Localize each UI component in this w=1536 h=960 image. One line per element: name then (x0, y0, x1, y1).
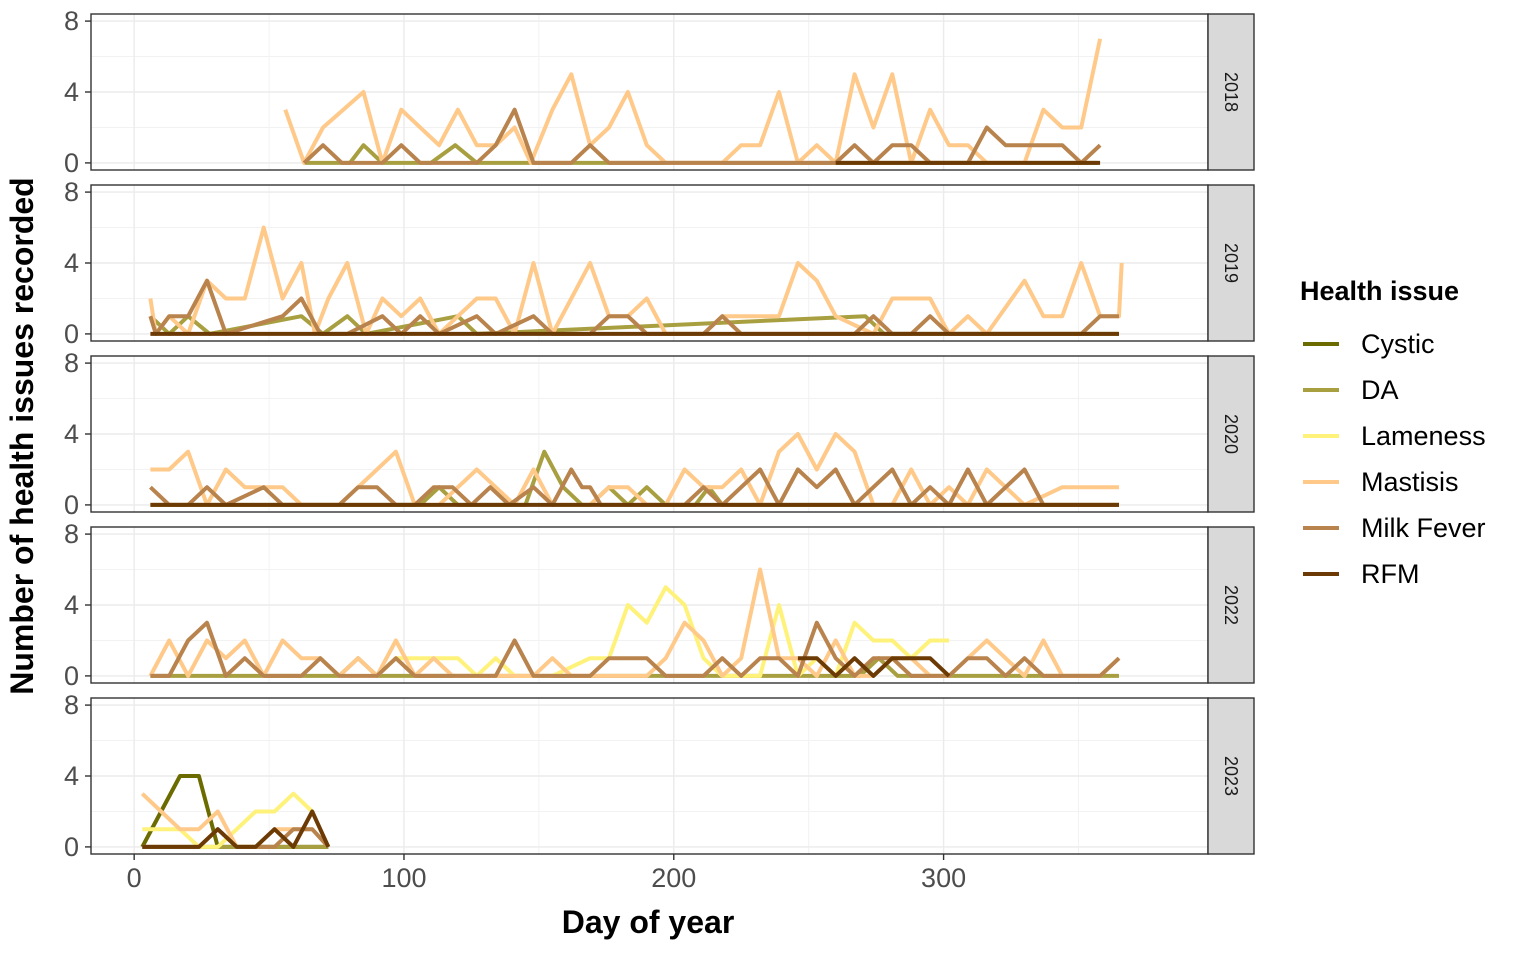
facet-strip-label: 2019 (1221, 243, 1241, 283)
y-tick-label: 0 (64, 661, 79, 691)
y-tick-label: 4 (64, 77, 79, 107)
x-tick-label: 100 (381, 863, 426, 893)
y-tick-label: 0 (64, 832, 79, 862)
series-line-mastisis (148, 225, 1124, 336)
panel-2018: 2018 0 4 8 (64, 6, 1255, 178)
facet-strip-label: 2023 (1221, 756, 1241, 796)
legend-label: DA (1361, 375, 1399, 405)
facet-strip-label: 2018 (1221, 72, 1241, 112)
legend-item-mastisis: Mastisis (1303, 467, 1459, 497)
legend-item-rfm: RFM (1303, 559, 1419, 589)
panel-2019: 2019 0 4 8 (64, 177, 1255, 349)
series-line-rfm (797, 656, 951, 678)
y-tick-label: 8 (64, 519, 79, 549)
panel-2020: 2020 0 4 8 (64, 348, 1255, 520)
y-tick-label: 4 (64, 419, 79, 449)
y-tick-label: 0 (64, 148, 79, 178)
facet-strip (1207, 697, 1255, 855)
x-axis-title: Day of year (562, 904, 735, 940)
facet-strip-label: 2022 (1221, 585, 1241, 625)
x-tick-label: 300 (921, 863, 966, 893)
legend: Health issue Cystic DA Lameness Mastisis Mil… (1300, 276, 1486, 589)
series-line-rfm (142, 809, 331, 849)
series-line-milk-fever (302, 107, 1102, 165)
panel-2022: 2022 0 4 8 (64, 519, 1255, 691)
legend-item-cystic: Cystic (1303, 329, 1435, 359)
facet-strip-label: 2020 (1221, 414, 1241, 454)
panel-2023: 2023 0 4 8 (64, 690, 1255, 862)
facet-strip (1207, 355, 1255, 513)
facet-strip (1207, 526, 1255, 684)
y-tick-label: 4 (64, 761, 79, 791)
y-tick-label: 8 (64, 177, 79, 207)
legend-item-milk-fever: Milk Fever (1303, 513, 1486, 543)
legend-item-da: DA (1303, 375, 1399, 405)
facet-strip (1207, 13, 1255, 171)
y-axis-title: Number of health issues recorded (4, 177, 40, 694)
y-tick-label: 0 (64, 319, 79, 349)
y-tick-label: 8 (64, 348, 79, 378)
legend-label: Lameness (1361, 421, 1486, 451)
y-tick-label: 0 (64, 490, 79, 520)
y-tick-label: 4 (64, 590, 79, 620)
y-tick-label: 8 (64, 690, 79, 720)
legend-label: Cystic (1361, 329, 1435, 359)
legend-label: Mastisis (1361, 467, 1459, 497)
legend-label: Milk Fever (1361, 513, 1486, 543)
y-tick-label: 4 (64, 248, 79, 278)
y-tick-label: 8 (64, 6, 79, 36)
legend-label: RFM (1361, 559, 1419, 589)
legend-title: Health issue (1300, 276, 1459, 306)
x-axis: 0 100 200 300 (127, 854, 966, 893)
x-tick-label: 0 (127, 863, 142, 893)
chart-panels: 2018 0 4 8 2019 0 4 8 2020 0 4 8 2022 0 4 8 2023 0 4 8 (64, 6, 1255, 862)
x-tick-label: 200 (651, 863, 696, 893)
legend-item-lameness: Lameness (1303, 421, 1486, 451)
series-line-milk-fever (150, 620, 1121, 678)
facet-strip (1207, 184, 1255, 342)
